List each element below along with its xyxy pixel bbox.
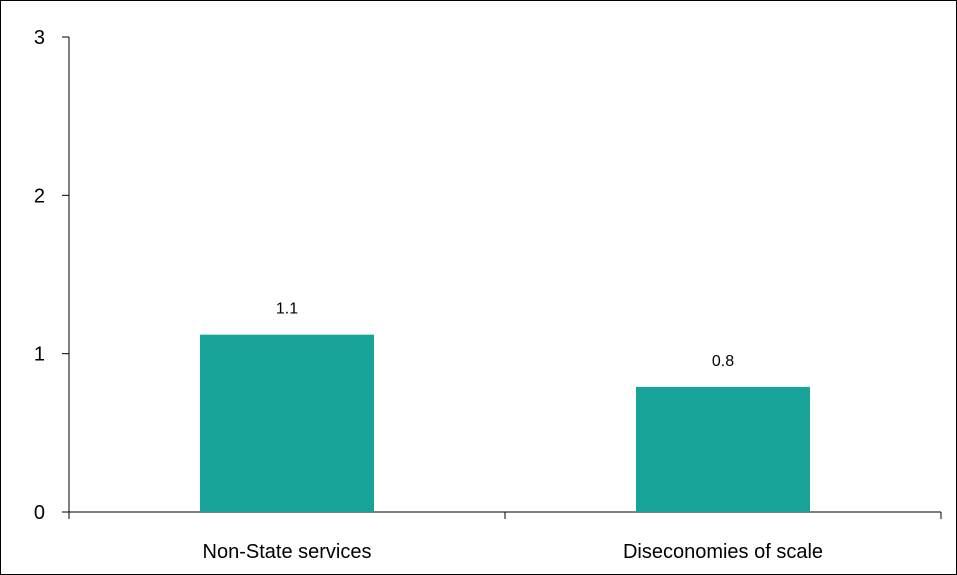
bar [200, 334, 374, 512]
y-tick-label: 2 [34, 185, 45, 207]
bar-value-label: 1.1 [276, 301, 298, 318]
y-tick-label: 1 [34, 344, 45, 366]
bar [636, 386, 810, 512]
bar-value-label: 0.8 [712, 353, 734, 370]
y-tick-label: 0 [34, 502, 45, 524]
x-axis: Non-State services Diseconomies of scale [68, 511, 942, 563]
x-category-label: Non-State services [203, 541, 372, 563]
bars [200, 334, 810, 512]
data-labels: 1.1 0.8 [276, 301, 734, 370]
y-axis: 0 1 2 3 [34, 27, 70, 524]
x-category-label: Diseconomies of scale [623, 541, 823, 563]
y-tick-label: 3 [34, 27, 45, 49]
